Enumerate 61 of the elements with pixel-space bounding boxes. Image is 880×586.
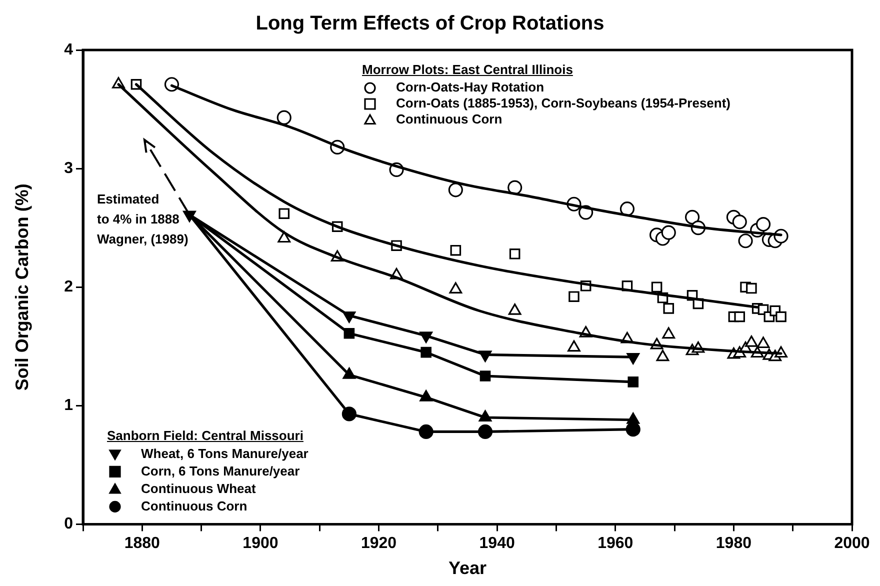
- legend-label: Wheat, 6 Tons Manure/year: [141, 446, 308, 461]
- point: [449, 282, 462, 294]
- point: [620, 202, 635, 216]
- y-tick-label: 2: [64, 278, 74, 296]
- y-axis-title: Soil Organic Carbon (%): [12, 184, 32, 391]
- point: [756, 216, 771, 232]
- point: [448, 182, 463, 198]
- point: [278, 231, 291, 243]
- x-tick-label: 1920: [360, 535, 397, 552]
- point: [568, 291, 580, 302]
- legend-label: Continuous Corn: [396, 112, 502, 127]
- point: [342, 406, 356, 422]
- point: [420, 390, 433, 402]
- annotation: Sanborn Field: Central Missouri: [107, 428, 304, 444]
- point: [276, 110, 292, 125]
- x-axis-title: Year: [448, 558, 487, 578]
- point: [628, 376, 639, 388]
- point: [651, 282, 662, 292]
- point: [684, 210, 700, 224]
- point: [450, 244, 462, 256]
- point: [344, 328, 355, 339]
- point: [732, 214, 747, 230]
- point: [656, 350, 670, 362]
- point: [776, 311, 786, 322]
- point: [420, 346, 432, 358]
- legend-label: Corn, 6 Tons Manure/year: [141, 463, 300, 478]
- legend-label: Corn-Oats (1885-1953), Corn-Soybeans (1954-Present): [396, 96, 731, 111]
- point: [738, 234, 753, 248]
- x-tick-label: 1900: [242, 535, 278, 552]
- point: [418, 424, 434, 440]
- legend-label: Continuous Wheat: [141, 480, 256, 496]
- x-tick-label: 1880: [124, 535, 160, 552]
- point: [661, 225, 676, 240]
- point: [734, 311, 746, 322]
- y-tick-label: 3: [64, 160, 74, 177]
- point: [626, 422, 640, 437]
- point: [478, 424, 493, 440]
- x-tick-label: 1940: [479, 535, 515, 552]
- x-tick-label: 1960: [598, 535, 634, 552]
- point: [662, 327, 676, 339]
- point: [746, 282, 757, 294]
- legend-label: Corn-Oats-Hay Rotation: [396, 80, 544, 95]
- y-tick-label: 0: [64, 516, 74, 533]
- x-tick-label: 2000: [834, 535, 870, 552]
- point: [478, 410, 492, 422]
- annotation: Estimated to 4% in 1888 Wagner, (1989): [97, 191, 188, 246]
- chart-title: Long Term Effects of Crop Rotations: [256, 12, 604, 35]
- point: [509, 248, 520, 260]
- legend-label: Continuous Corn: [141, 498, 248, 514]
- x-tick-label: 1980: [716, 535, 752, 552]
- point: [480, 370, 491, 382]
- point: [756, 336, 770, 348]
- point: [663, 303, 674, 314]
- point: [278, 208, 290, 219]
- point: [342, 368, 356, 379]
- point: [508, 304, 522, 315]
- annotation: Morrow Plots: East Central Illinois: [362, 62, 573, 78]
- y-tick-label: 4: [64, 41, 74, 58]
- point: [745, 336, 758, 347]
- point: [568, 340, 580, 352]
- y-tick-label: 1: [64, 397, 74, 414]
